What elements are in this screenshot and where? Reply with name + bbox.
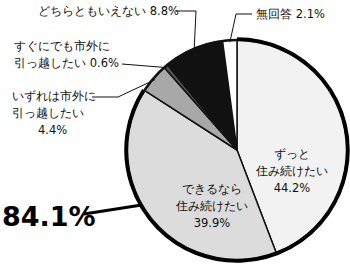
chart-svg: ずっと住み続けたい44.2%できるなら住み続けたい39.9%いずれは市外に引っ越… <box>0 0 350 265</box>
value-label: 8.8% <box>146 4 179 18</box>
value-label: 0.6% <box>86 56 119 70</box>
labels: ずっと住み続けたい44.2%できるなら住み続けたい39.9%いずれは市外に引っ越… <box>12 4 328 230</box>
value-label: 4.4% <box>38 123 67 137</box>
slice-label: 引っ越したい 0.6% <box>14 56 119 70</box>
value-label: 2.1% <box>292 7 325 21</box>
category-text: ずっと <box>274 147 310 161</box>
annotation-label: 84.1% <box>2 201 96 232</box>
slice-label: 住み続けたい <box>255 164 328 178</box>
slice-label: どちらともいえない 8.8% <box>38 4 179 18</box>
value-label: 44.2% <box>274 181 311 195</box>
chart-container: ずっと住み続けたい44.2%できるなら住み続けたい39.9%いずれは市外に引っ越… <box>0 0 350 265</box>
leader-line <box>92 80 155 97</box>
category-text: 住み続けたい <box>175 199 248 213</box>
slice-label: いずれは市外に <box>12 89 96 103</box>
leader-line <box>122 64 167 68</box>
pie-outline <box>127 40 347 260</box>
category-text: 引っ越したい <box>12 106 84 120</box>
slice-label: 住み続けたい <box>175 199 248 213</box>
slice-label: 無回答 2.1% <box>256 7 325 21</box>
category-text: 無回答 <box>256 7 292 21</box>
slice-label: 引っ越したい <box>12 106 84 120</box>
annotation-arc <box>126 39 348 261</box>
leader-line <box>176 11 196 51</box>
category-text: 引っ越したい <box>14 56 86 70</box>
pie-slice <box>223 40 237 150</box>
category-text: どちらともいえない <box>38 4 146 18</box>
category-text: いずれは市外に <box>12 89 96 103</box>
slice-label: できるなら <box>182 182 242 196</box>
slice-label: ずっと <box>274 147 310 161</box>
slice-label: すぐにでも市外に <box>14 39 110 53</box>
category-text: すぐにでも市外に <box>14 39 110 53</box>
slices <box>127 40 347 260</box>
category-text: 住み続けたい <box>255 164 328 178</box>
category-text: できるなら <box>182 182 242 196</box>
value-label: 39.9% <box>194 216 231 230</box>
